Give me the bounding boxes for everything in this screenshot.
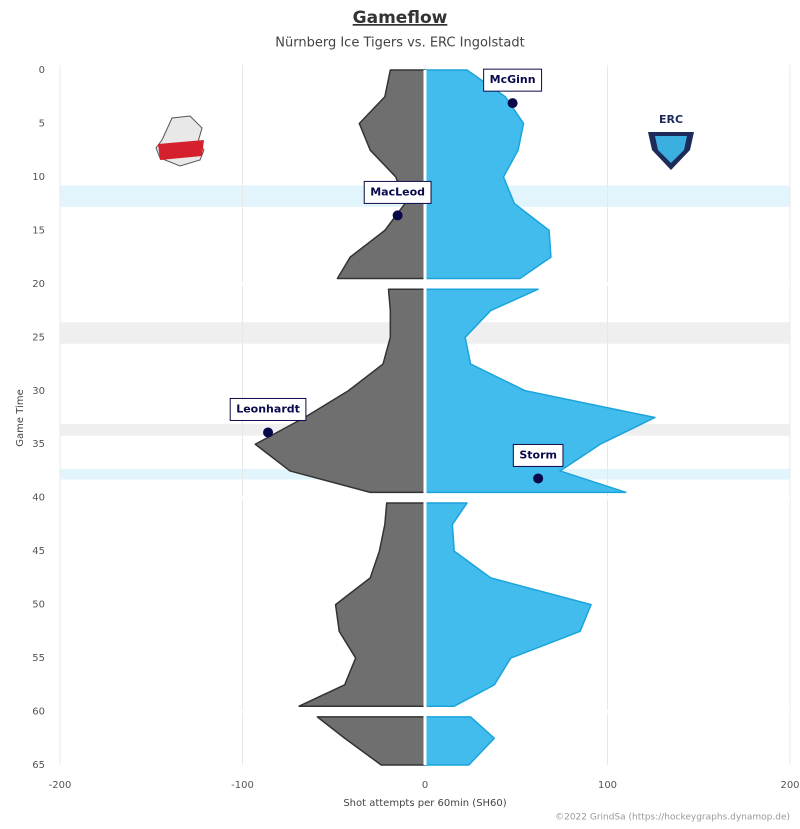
goal-marker [263,427,274,438]
y-tick-label: 15 [32,225,45,236]
logo-nuernberg [155,115,205,167]
y-tick-label: 5 [39,118,45,129]
chart-subtitle: Nürnberg Ice Tigers vs. ERC Ingolstadt [275,36,524,51]
chart-title: Gameflow [353,8,448,28]
goal-label: Leonhardt [236,402,300,415]
goal-label-box [363,180,432,204]
logo-text: ERC [659,113,683,126]
goal-marker [533,473,544,484]
y-tick-label: 0 [39,65,45,76]
goal-label: Storm [519,448,557,461]
flow-area [424,69,656,766]
x-tick-label: 200 [780,780,799,791]
goal-label-box [229,397,307,421]
y-axis-label: Game Time [15,389,26,446]
y-tick-label: 25 [32,332,45,343]
x-tick-label: 100 [598,780,617,791]
credit: ©2022 GrindSa (https://hockeygraphs.dyna… [555,813,790,823]
x-tick-label: -100 [231,780,254,791]
goal-marker [392,210,403,221]
goal-label: MacLeod [370,185,425,198]
logo-ingolstadt: ERC [648,113,694,170]
y-tick-label: 35 [32,439,45,450]
goal-label-box [512,443,564,467]
areas [62,69,790,766]
y-tick-label: 65 [32,760,45,771]
grid: -200 -100 0 100 200 0 5 10 15 20 25 30 35 40 45 50 55 60 6… [32,65,800,791]
y-tick-label: 20 [32,279,45,290]
goal-marker [507,98,518,109]
y-tick-label: 55 [32,653,45,664]
x-tick-label: 0 [422,780,428,791]
y-tick-label: 45 [32,546,45,557]
y-tick-label: 40 [32,493,45,504]
x-axis-label: Shot attempts per 60min (SH60) [343,798,506,809]
goals: McGinn MacLeod Leonhardt Storm [229,68,564,484]
y-tick-label: 30 [32,386,45,397]
y-tick-label: 10 [32,172,45,183]
x-tick-label: -200 [49,780,72,791]
y-tick-label: 50 [32,600,45,611]
goal-label: McGinn [490,73,536,86]
goal-label-box [483,68,543,92]
y-tick-label: 60 [32,707,45,718]
